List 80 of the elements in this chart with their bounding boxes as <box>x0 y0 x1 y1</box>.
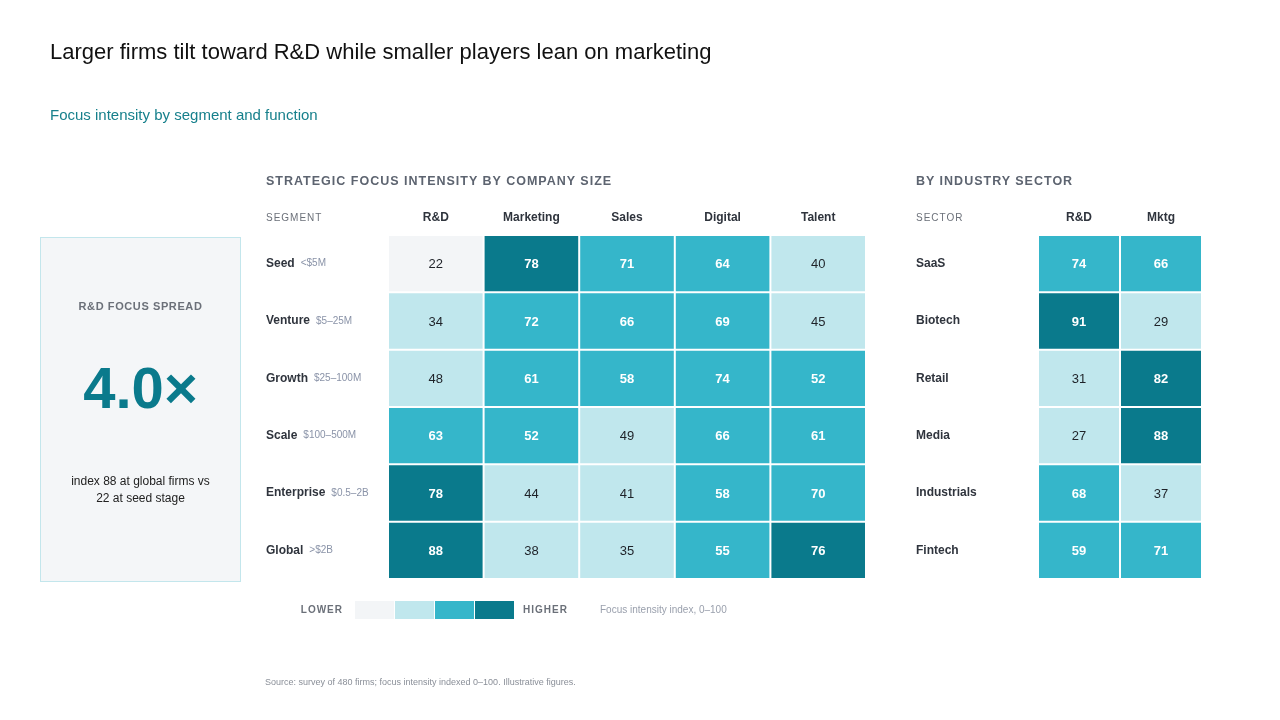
y-tick-label: Industrials <box>916 485 978 500</box>
data-label: 71 <box>619 256 635 272</box>
chart-title: BY INDUSTRY SECTOR <box>916 174 1074 189</box>
y-tick-label: Global <box>266 542 304 557</box>
data-label: 41 <box>619 485 635 501</box>
data-label: 88 <box>428 542 444 558</box>
data-label: 66 <box>619 313 635 329</box>
y-tick-label: SaaS <box>916 255 946 270</box>
y2-tick-label: $5–25M <box>316 314 353 326</box>
text: R&D FOCUS SPREAD <box>77 300 204 312</box>
data-label: 34 <box>428 313 444 329</box>
data-label: 71 <box>1153 542 1169 558</box>
data-label: 74 <box>1071 256 1087 272</box>
text: 4.0× <box>82 354 199 422</box>
y-tick-label: Retail <box>916 370 949 385</box>
text: Focus intensity by segment and function <box>50 106 318 123</box>
color-bar-title: Focus intensity index, 0–100 <box>600 603 728 615</box>
y2-tick-label: $25–100M <box>313 372 362 384</box>
y-tick-label: Seed <box>266 255 295 270</box>
text: LOWER <box>300 603 343 615</box>
data-label: 66 <box>1153 256 1169 272</box>
data-label: 44 <box>524 485 539 501</box>
data-label: 55 <box>715 542 730 558</box>
data-label: 27 <box>1071 428 1087 444</box>
x-tick-label: Talent <box>800 210 836 225</box>
text: HIGHER <box>523 603 568 615</box>
data-label: 91 <box>1071 313 1087 329</box>
data-label: 45 <box>810 313 826 329</box>
data-label: 40 <box>810 256 826 272</box>
data-label: 64 <box>715 256 731 272</box>
y2-tick-label: $100–500M <box>303 429 357 441</box>
text: Larger firms tilt toward R&D while smaller players lean on marketing <box>50 39 712 65</box>
x-tick-label: R&D <box>1066 210 1093 225</box>
data-label: 68 <box>1071 485 1087 501</box>
y-axis-title: SECTOR <box>916 211 964 223</box>
data-label: 82 <box>1153 370 1169 386</box>
y-tick-label: Enterprise <box>266 485 326 500</box>
y-tick-label: Growth <box>266 370 308 385</box>
data-label: 74 <box>715 370 731 386</box>
y2-tick-label: $0.5–2B <box>331 486 369 498</box>
data-label: 52 <box>524 428 539 444</box>
x-tick-label: Digital <box>704 210 741 225</box>
x-tick-label: Mktg <box>1147 210 1175 225</box>
data-label: 72 <box>524 313 539 329</box>
y-tick-label: Media <box>916 427 951 442</box>
data-label: 63 <box>428 428 444 444</box>
y-tick-label: Biotech <box>916 313 961 328</box>
data-label: 78 <box>524 256 539 272</box>
data-label: 61 <box>524 370 539 386</box>
data-label: 76 <box>810 542 826 558</box>
x-tick-label: Marketing <box>503 210 560 225</box>
x-tick-label: R&D <box>422 210 450 225</box>
data-label: 52 <box>810 370 826 386</box>
chart-title: STRATEGIC FOCUS INTENSITY BY COMPANY SIZE <box>266 174 613 189</box>
y2-tick-label: >$2B <box>309 544 334 556</box>
data-label: 48 <box>428 370 444 386</box>
data-label: 49 <box>619 428 635 444</box>
data-label: 88 <box>1153 428 1169 444</box>
text: index 88 at global firms vs 22 at seed stage <box>70 473 211 507</box>
y2-tick-label: <$5M <box>300 257 326 269</box>
data-label: 31 <box>1071 370 1087 386</box>
data-label: 58 <box>715 485 730 501</box>
data-label: 38 <box>524 542 539 558</box>
source-note: Source: survey of 480 firms; focus intensity indexed 0–100. Illustrative figures. <box>265 677 576 688</box>
data-label: 22 <box>428 256 444 272</box>
y-tick-label: Venture <box>266 313 311 328</box>
data-label: 70 <box>810 485 826 501</box>
data-label: 69 <box>715 313 730 329</box>
data-label: 29 <box>1153 313 1169 329</box>
data-label: 37 <box>1153 485 1169 501</box>
data-label: 78 <box>428 485 444 501</box>
data-label: 66 <box>715 428 730 444</box>
data-label: 59 <box>1071 542 1087 558</box>
data-label: 35 <box>619 542 635 558</box>
data-label: 58 <box>619 370 635 386</box>
x-tick-label: Sales <box>611 210 644 225</box>
y-axis-title: SEGMENT <box>266 211 323 223</box>
y-tick-label: Scale <box>266 427 298 442</box>
y-tick-label: Fintech <box>916 542 959 557</box>
data-label: 61 <box>810 428 826 444</box>
